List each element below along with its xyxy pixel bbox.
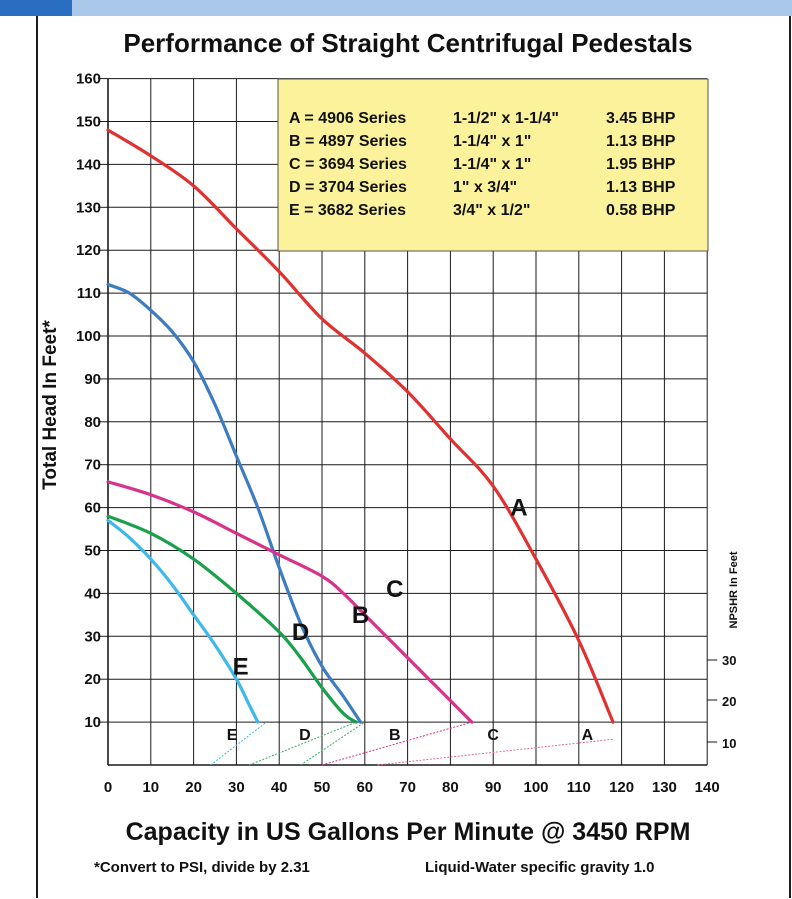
y-tick-label: 60 (84, 500, 101, 517)
y-tick-label: 70 (84, 457, 101, 474)
npshr-label-c: C (487, 727, 499, 744)
curve-label-d: D (292, 619, 309, 646)
x-tick-label: 0 (104, 779, 112, 796)
x-tick-label: 50 (314, 779, 331, 796)
footnote-psi: *Convert to PSI, divide by 2.31 (94, 859, 310, 876)
x-tick-label: 60 (356, 779, 373, 796)
y-tick-label: 160 (76, 71, 101, 88)
legend-bhp: 3.45 BHP (606, 110, 676, 127)
npshr-axis-label: NPSHR In Feet (728, 551, 740, 628)
y-axis-label: Total Head In Feet* (40, 320, 61, 490)
y-tick-label: 110 (77, 285, 101, 302)
legend-bhp: 1.13 BHP (606, 179, 676, 196)
legend-key: C = 3694 Series (289, 156, 407, 173)
npshr-label-e: E (227, 727, 238, 744)
legend-key: D = 3704 Series (289, 179, 407, 196)
x-tick-label: 120 (609, 779, 634, 796)
x-tick-label: 70 (399, 779, 416, 796)
x-tick-label: 130 (652, 779, 677, 796)
legend-key: A = 4906 Series (289, 110, 406, 127)
legend-key: E = 3682 Series (289, 202, 406, 219)
chart-title: Performance of Straight Centrifugal Pede… (123, 28, 692, 58)
chart-series (106, 128, 615, 766)
legend-size: 3/4" x 1/2" (453, 202, 530, 219)
x-tick-label: 40 (271, 779, 288, 796)
y-tick-label: 120 (76, 242, 101, 259)
curve-a (106, 128, 615, 724)
npshr-line-e (210, 721, 267, 766)
legend-size: 1" x 3/4" (453, 179, 517, 196)
axis-ticks: 0 10 20 30 40 50 60 70 80 90 100 110 120 130 140 10 20 30… (76, 71, 737, 796)
y-tick-label: 100 (76, 328, 101, 345)
npshr-tick-label: 20 (722, 694, 736, 709)
footnote-gravity: Liquid-Water specific gravity 1.0 (425, 859, 655, 876)
header-bar (0, 0, 792, 16)
npshr-tick-label: 10 (722, 736, 736, 751)
x-tick-label: 110 (567, 779, 591, 796)
legend-bhp: 1.95 BHP (606, 156, 676, 173)
y-tick-label: 40 (84, 585, 101, 602)
legend-box (277, 78, 709, 252)
legend-size: 1-1/4" x 1" (453, 133, 531, 150)
x-tick-label: 10 (142, 779, 159, 796)
npshr-line-a (377, 738, 614, 766)
npshr-tick-label: 30 (722, 653, 736, 668)
legend-size: 1-1/2" x 1-1/4" (453, 110, 559, 127)
legend-size: 1-1/4" x 1" (453, 156, 531, 173)
curve-d (106, 514, 358, 724)
x-tick-label: 20 (185, 779, 202, 796)
y-tick-label: 30 (84, 628, 101, 645)
legend-bhp: 0.58 BHP (606, 202, 676, 219)
curve-b (106, 282, 363, 724)
y-tick-label: 90 (84, 371, 101, 388)
npshr-line-b (300, 721, 366, 766)
x-tick-label: 80 (442, 779, 459, 796)
x-axis-label: Capacity in US Gallons Per Minute @ 3450… (126, 818, 691, 846)
legend-bhp: 1.13 BHP (606, 133, 676, 150)
npshr-label-a: A (582, 727, 594, 744)
x-tick-label: 100 (523, 779, 548, 796)
y-tick-label: 80 (84, 414, 101, 431)
curve-label-c: C (386, 576, 403, 603)
y-tick-label: 130 (76, 199, 101, 216)
x-tick-label: 30 (228, 779, 245, 796)
x-tick-label: 140 (695, 779, 720, 796)
curve-e (106, 518, 260, 724)
curve-c (106, 480, 474, 724)
y-tick-label: 150 (76, 114, 101, 131)
npshr-line-c (321, 721, 472, 766)
x-tick-label: 90 (485, 779, 502, 796)
npshr-label-d: D (299, 727, 311, 744)
npshr-label-b: B (389, 727, 401, 744)
npshr-line-d (249, 721, 357, 766)
y-tick-label: 140 (76, 156, 101, 173)
curve-label-a: A (510, 495, 527, 522)
y-tick-label: 50 (84, 543, 101, 560)
header-accent (0, 0, 72, 16)
y-tick-label: 10 (84, 714, 101, 731)
legend-key: B = 4897 Series (289, 133, 407, 150)
curve-label-e: E (233, 653, 249, 680)
curve-label-b: B (352, 602, 369, 629)
y-tick-label: 20 (84, 671, 101, 688)
legend: A = 4906 Series 1-1/2" x 1-1/4" 3.45 BHP B … (277, 78, 709, 252)
